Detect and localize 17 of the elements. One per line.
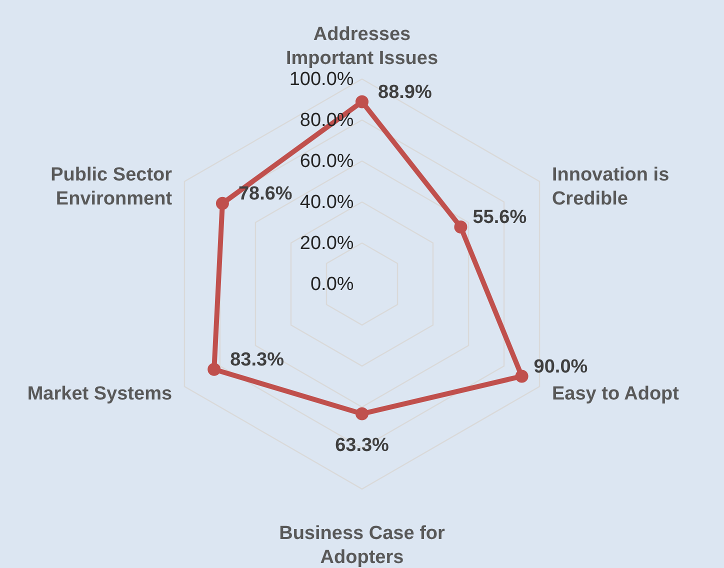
data-label: 90.0% xyxy=(534,356,588,378)
spoke-label: Business Case for Adopters xyxy=(279,522,446,568)
y-tick-label: 40.0% xyxy=(300,192,354,213)
data-label: 63.3% xyxy=(335,434,390,456)
spoke-label: Market Systems xyxy=(27,384,172,405)
spoke-label: Easy to Adopt xyxy=(552,384,680,405)
y-tick-label: 100.0% xyxy=(289,69,354,90)
y-tick-label: 20.0% xyxy=(300,233,354,254)
data-label: 55.6% xyxy=(472,207,527,228)
spoke-label: Addresses Important Issues xyxy=(286,24,438,70)
y-tick-label: 0.0% xyxy=(310,274,354,295)
data-label: 83.3% xyxy=(230,349,284,370)
data-label: 88.9% xyxy=(378,82,432,103)
data-label: 78.6% xyxy=(238,183,292,204)
y-tick-label: 60.0% xyxy=(300,151,354,172)
spoke-label: Innovation is Credible xyxy=(552,164,670,210)
spoke-label: Public Sector Environment xyxy=(50,164,173,210)
